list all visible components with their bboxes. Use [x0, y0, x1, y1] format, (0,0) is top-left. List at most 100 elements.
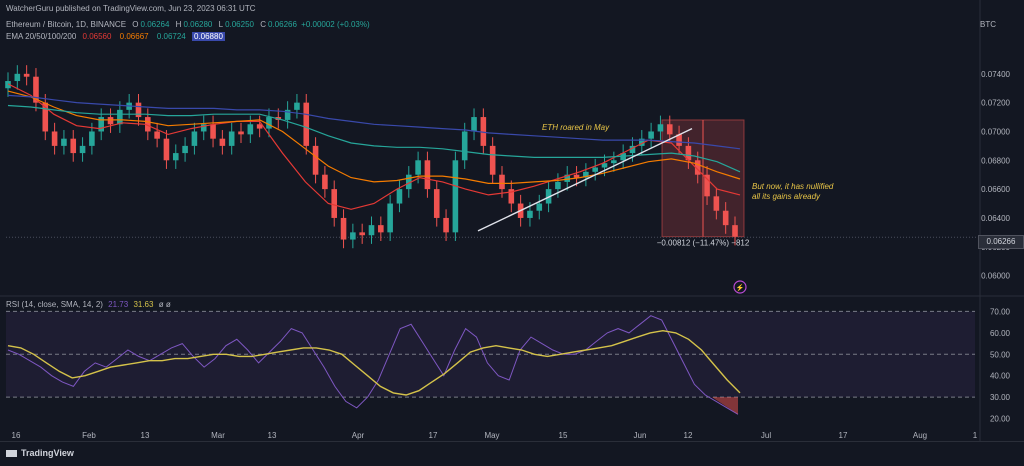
time-tick-label: 1: [973, 431, 978, 440]
candle-body: [42, 102, 49, 132]
price-tick-label: 0.07000: [981, 127, 1010, 136]
price-tick-label: 0.07200: [981, 99, 1010, 108]
candle-body: [536, 203, 543, 211]
candle-body: [228, 131, 235, 146]
candle-body: [629, 145, 636, 154]
candle-body: [443, 217, 449, 233]
candle-body: [461, 131, 468, 161]
candle-body: [471, 117, 477, 132]
candle-body: [564, 174, 571, 182]
candle-body: [312, 145, 319, 175]
annotation-nullified-line-2: all its gains already: [752, 192, 821, 201]
candle-body: [98, 117, 105, 132]
time-tick-label: 13: [268, 431, 277, 440]
candle-body: [405, 174, 412, 190]
replay-bolt-icon: ⚡: [736, 283, 745, 292]
candle-body: [89, 131, 95, 146]
candle-body: [499, 174, 505, 190]
candle-body: [107, 117, 114, 125]
candle-body: [611, 160, 617, 164]
rsi-tick-label: 40.00: [990, 372, 1011, 381]
candle-body: [722, 210, 729, 226]
candle-body: [666, 124, 673, 135]
time-tick-label: 17: [839, 431, 848, 440]
candle-body: [378, 225, 384, 233]
rsi-ma-value: 31.63: [133, 300, 154, 309]
candle-body: [368, 225, 375, 236]
candle-body: [70, 138, 77, 154]
trend-line: [477, 127, 693, 232]
time-tick-label: Feb: [82, 431, 96, 440]
candle-body: [33, 76, 39, 103]
ema-legend: EMA 20/50/100/200 0.06560 0.06667 0.0672…: [6, 32, 225, 41]
rsi-legend: RSI (14, close, SMA, 14, 2) 21.73 31.63 …: [6, 300, 171, 309]
candle-body: [732, 225, 738, 237]
time-tick-label: Mar: [211, 431, 225, 440]
candle-body: [154, 131, 160, 139]
ema-20-value: 0.06560: [82, 32, 112, 41]
measure-label: −0.00812 (−11.47%) −812: [657, 238, 750, 247]
rsi-tick-label: 20.00: [990, 415, 1011, 424]
candle-body: [592, 167, 598, 172]
watermark-header: WatcherGuru published on TradingView.com…: [6, 4, 256, 13]
ohlc-legend: Ethereum / Bitcoin, 1D, BINANCE O 0.06264…: [6, 20, 370, 29]
candle-body: [573, 174, 580, 178]
time-tick-label: Apr: [352, 431, 365, 440]
high-value: 0.06280: [183, 20, 213, 29]
price-tick-label: 0.06400: [981, 214, 1010, 223]
open-label: O: [132, 20, 139, 29]
candle-body: [396, 189, 403, 204]
candle-body: [331, 189, 338, 218]
candle-body: [163, 138, 170, 161]
open-value: 0.06264: [140, 20, 170, 29]
replay-icon: [733, 280, 747, 294]
candle-body: [61, 138, 67, 146]
rsi-ma-line: [7, 329, 741, 396]
time-tick-label: 16: [12, 431, 21, 440]
candle-body: [294, 102, 300, 110]
candle-body: [657, 124, 664, 132]
candle-body: [387, 203, 393, 233]
rsi-line: [7, 315, 739, 415]
candle-body: [219, 138, 226, 146]
low-label: L: [218, 20, 224, 29]
price-tick-label: 0.06600: [981, 185, 1010, 194]
high-label: H: [175, 20, 182, 29]
rsi-tick-label: 50.00: [990, 350, 1011, 359]
candle-body: [704, 174, 710, 197]
candle-body: [135, 102, 142, 118]
ema-line-ema-200: [7, 94, 741, 150]
candle-body: [256, 124, 263, 129]
candle-body: [303, 102, 310, 146]
time-tick-label: Aug: [913, 431, 927, 440]
candle-body: [266, 117, 272, 129]
candle-body: [238, 131, 244, 135]
price-tick-label: 0.06800: [981, 156, 1010, 165]
candle-body: [415, 160, 421, 175]
rsi-oversold-fill: [712, 397, 738, 415]
rsi-label: RSI (14, close, SMA, 14, 2): [6, 300, 103, 309]
candle-body: [508, 189, 515, 204]
candle-body: [359, 232, 365, 236]
candle-body: [51, 131, 58, 146]
time-tick-label: Jun: [634, 431, 647, 440]
candle-body: [545, 189, 552, 204]
ema-line-ema-20: [7, 83, 741, 210]
rsi-tick-label: 70.00: [990, 307, 1011, 316]
candle-body: [638, 138, 645, 146]
time-tick-label: 13: [141, 431, 150, 440]
candle-body: [350, 232, 356, 240]
low-value: 0.06250: [225, 20, 254, 29]
candle-body: [182, 145, 188, 154]
candle-body: [145, 117, 151, 132]
candle-body: [601, 163, 608, 168]
time-tick-label: May: [484, 431, 499, 440]
rsi-value: 21.73: [108, 300, 129, 309]
candle-body: [191, 131, 198, 146]
tradingview-logo[interactable]: TradingView: [6, 448, 74, 458]
change-value: +0.00002 (+0.03%): [301, 20, 370, 29]
annotation-nullified-line-1: But now, it has nullified: [752, 182, 834, 191]
candle-body: [79, 145, 86, 154]
candle-body: [648, 131, 654, 139]
